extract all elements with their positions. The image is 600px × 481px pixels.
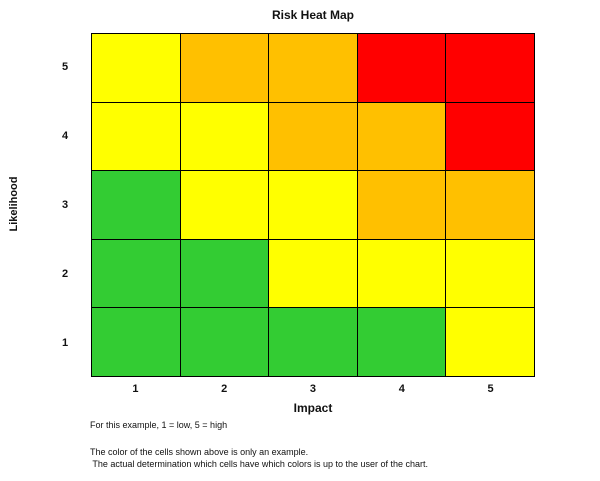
heatmap-cell-likelihood-4-impact-3 bbox=[269, 102, 358, 172]
heatmap-cell-likelihood-3-impact-2 bbox=[180, 171, 270, 240]
y-tick-2: 2 bbox=[61, 267, 69, 280]
heatmap-cell-likelihood-5-impact-4 bbox=[357, 34, 447, 103]
chart-title: Risk Heat Map bbox=[271, 8, 355, 22]
y-tick-4: 4 bbox=[61, 130, 69, 143]
y-axis-ticks: 5 4 3 2 1 bbox=[52, 33, 78, 377]
y-tick-1: 1 bbox=[61, 336, 69, 349]
note-color-example-line2: The actual determination which cells hav… bbox=[90, 459, 429, 469]
heatmap-cell-likelihood-1-impact-2 bbox=[180, 308, 270, 377]
note-color-example-line1: The color of the cells shown above is on… bbox=[90, 447, 309, 457]
heatmap-cell-likelihood-4-impact-5 bbox=[446, 102, 535, 172]
y-axis-title: Likelihood bbox=[8, 176, 20, 232]
heatmap-cell-likelihood-3-impact-3 bbox=[269, 171, 358, 240]
heatmap-cell-likelihood-2-impact-1 bbox=[92, 239, 181, 309]
heatmap-cell-likelihood-5-impact-3 bbox=[269, 34, 358, 103]
heatmap-cell-likelihood-3-impact-4 bbox=[357, 171, 447, 240]
heatmap-cell-likelihood-2-impact-5 bbox=[446, 239, 535, 309]
x-tick-3: 3 bbox=[309, 383, 317, 395]
y-tick-5: 5 bbox=[61, 61, 69, 74]
heatmap-cell-likelihood-4-impact-2 bbox=[180, 102, 270, 172]
y-tick-3: 3 bbox=[61, 198, 69, 211]
heatmap-cell-likelihood-2-impact-2 bbox=[180, 239, 270, 309]
heatmap-cell-likelihood-3-impact-5 bbox=[446, 171, 535, 240]
heatmap-cell-likelihood-2-impact-3 bbox=[269, 239, 358, 309]
heatmap-cell-likelihood-2-impact-4 bbox=[357, 239, 447, 309]
heatmap-cell-likelihood-1-impact-4 bbox=[357, 308, 447, 377]
heatmap-cell-likelihood-1-impact-5 bbox=[446, 308, 535, 377]
x-axis-title: Impact bbox=[293, 401, 333, 415]
x-tick-1: 1 bbox=[132, 383, 139, 395]
x-tick-2: 2 bbox=[221, 383, 228, 395]
x-tick-4: 4 bbox=[398, 383, 405, 395]
heatmap-cell-likelihood-4-impact-1 bbox=[92, 102, 181, 172]
heatmap-cell-likelihood-5-impact-2 bbox=[180, 34, 270, 103]
heatmap-cell-likelihood-4-impact-4 bbox=[357, 102, 447, 172]
heatmap-cell-likelihood-1-impact-1 bbox=[92, 308, 181, 377]
heatmap-cell-likelihood-3-impact-1 bbox=[92, 171, 181, 240]
note-scale-explanation: For this example, 1 = low, 5 = high bbox=[90, 420, 228, 430]
x-axis-ticks: 1 2 3 4 5 bbox=[91, 382, 535, 396]
heatmap-grid bbox=[91, 33, 535, 377]
heatmap-cell-likelihood-1-impact-3 bbox=[269, 308, 358, 377]
heatmap-cell-likelihood-5-impact-5 bbox=[446, 34, 535, 103]
heatmap-cell-likelihood-5-impact-1 bbox=[92, 34, 181, 103]
x-tick-5: 5 bbox=[487, 383, 494, 395]
